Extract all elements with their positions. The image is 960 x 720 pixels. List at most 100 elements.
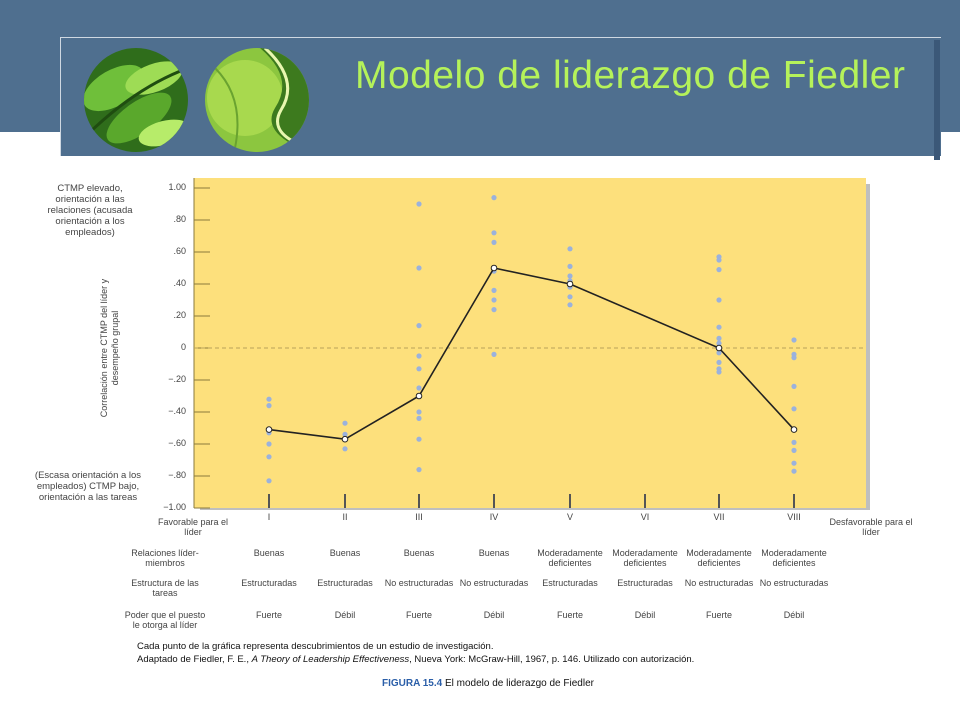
leaf-image-right: [205, 48, 309, 152]
study-point: [791, 383, 797, 389]
study-point: [567, 263, 573, 269]
study-point: [416, 385, 422, 391]
y-tick-label: .60: [173, 246, 186, 256]
study-point: [791, 468, 797, 474]
study-point: [491, 287, 497, 293]
study-point: [716, 340, 722, 346]
relations-cell-iv: Buenas: [478, 548, 510, 558]
octant-label-iii: III: [415, 512, 423, 522]
relations-cell-i: Buenas: [253, 548, 285, 558]
study-point: [416, 323, 422, 329]
study-point: [342, 420, 348, 426]
study-point: [266, 478, 272, 484]
leaf-image-left: [84, 48, 188, 152]
plot-area: [194, 178, 866, 508]
study-point: [266, 403, 272, 409]
octant-label-viii: VIII: [787, 512, 801, 522]
caption-label: FIGURA 15.4: [382, 678, 443, 689]
study-point: [416, 201, 422, 207]
power-cell-iv: Débil: [483, 610, 505, 620]
study-point: [416, 415, 422, 421]
unfavorable-label: Desfavorable para el líder: [829, 517, 913, 537]
y-tick-label: −.80: [168, 470, 186, 480]
structure-cell-v: Estructuradas: [542, 578, 598, 588]
power-cell-i: Fuerte: [255, 610, 282, 620]
study-point: [342, 446, 348, 452]
study-point: [716, 297, 722, 303]
source-book-title: A Theory of Leadership Effectiveness: [251, 654, 410, 665]
source-suffix: , Nueva York: McGraw-Hill, 1967, p. 146.…: [409, 654, 695, 665]
slide-title: Modelo de liderazgo de Fiedler: [355, 54, 906, 97]
study-point: [791, 439, 797, 445]
power-cell-vi: Débil: [634, 610, 656, 620]
median-point: [341, 435, 349, 443]
octant-label-iv: IV: [489, 512, 499, 522]
y-top-note: CTMP elevado, orientación a las relacion…: [47, 183, 133, 238]
y-tick-label: −.60: [168, 438, 186, 448]
favorable-label: Favorable para el líder: [157, 517, 229, 537]
study-point: [491, 351, 497, 357]
relations-cell-v: Moderadamente deficientes: [537, 548, 603, 568]
structure-cell-vi: Estructuradas: [617, 578, 673, 588]
power-cell-ii: Débil: [334, 610, 356, 620]
study-point: [567, 273, 573, 279]
relations-cell-iii: Buenas: [403, 548, 435, 558]
study-point: [716, 350, 722, 356]
study-point: [416, 353, 422, 359]
study-point: [791, 406, 797, 412]
structure-cell-vii: No estructuradas: [684, 578, 754, 588]
source-prefix: Adaptado de Fiedler, F. E.,: [137, 654, 252, 665]
study-point: [266, 441, 272, 447]
y-tick-label: 1.00: [168, 182, 186, 192]
caption-text: El modelo de liderazgo de Fiedler: [442, 678, 594, 689]
relations-cell-vi: Moderadamente deficientes: [612, 548, 678, 568]
relations-cell-ii: Buenas: [329, 548, 361, 558]
study-point: [266, 454, 272, 460]
octant-label-vii: VII: [713, 512, 725, 522]
structure-cell-ii: Estructuradas: [317, 578, 373, 588]
study-point: [491, 239, 497, 245]
study-point: [416, 436, 422, 442]
study-point: [342, 431, 348, 437]
octant-label-v: V: [566, 512, 573, 522]
structure-cell-iii: No estructuradas: [384, 578, 454, 588]
study-point: [266, 396, 272, 402]
row-label-power: Poder que el puesto le otorga al líder: [124, 610, 206, 630]
study-point: [416, 409, 422, 415]
structure-cell-viii: No estructuradas: [759, 578, 829, 588]
structure-cell-iv: No estructuradas: [459, 578, 529, 588]
study-point: [416, 265, 422, 271]
median-point: [790, 426, 798, 433]
relations-cell-viii: Moderadamente deficientes: [761, 548, 827, 568]
figure-note: Cada punto de la gráfica representa desc…: [137, 641, 494, 652]
study-point: [491, 195, 497, 201]
study-point: [567, 294, 573, 300]
study-point: [791, 337, 797, 343]
study-point: [716, 267, 722, 273]
study-point: [716, 324, 722, 330]
figure-source: Adaptado de Fiedler, F. E., A Theory of …: [137, 654, 694, 665]
study-point: [416, 366, 422, 372]
y-tick-label: −.40: [168, 406, 186, 416]
power-cell-v: Fuerte: [556, 610, 583, 620]
study-point: [791, 460, 797, 466]
row-label-relations: Relaciones líder-miembros: [131, 548, 199, 568]
y-tick-label: .20: [173, 310, 186, 320]
structure-cell-i: Estructuradas: [241, 578, 297, 588]
y-tick-label: .80: [173, 214, 186, 224]
study-point: [491, 297, 497, 303]
median-point: [715, 344, 723, 352]
study-point: [416, 467, 422, 473]
median-point: [265, 426, 273, 433]
power-cell-iii: Fuerte: [405, 610, 432, 620]
octant-label-i: I: [267, 512, 271, 522]
y-bottom-note: (Escasa orientación a los empleados) CTM…: [34, 470, 142, 503]
figure-caption: FIGURA 15.4 El modelo de liderazgo de Fi…: [382, 678, 594, 689]
y-tick-label: 0: [180, 342, 186, 352]
median-point: [415, 392, 423, 400]
median-point: [566, 280, 574, 288]
banner-edge: [934, 40, 940, 160]
study-point: [791, 447, 797, 453]
study-point: [716, 359, 722, 365]
study-point: [491, 230, 497, 236]
